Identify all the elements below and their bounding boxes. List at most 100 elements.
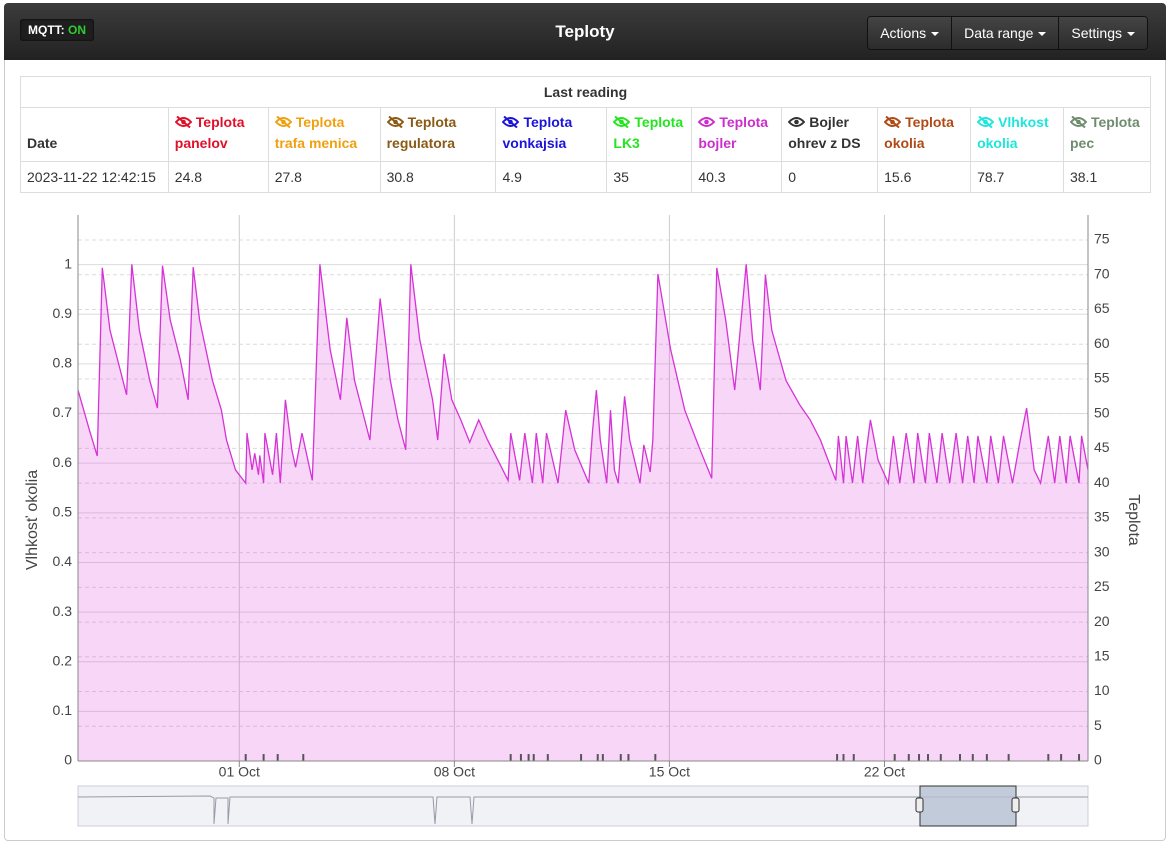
slash — [387, 115, 403, 129]
slash — [1071, 115, 1086, 129]
table-cell: 4.9 — [495, 161, 608, 193]
visibility-icon[interactable] — [174, 115, 193, 129]
visibility-icon[interactable] — [613, 115, 631, 129]
menu-button[interactable]: Data range — [951, 17, 1059, 49]
area — [78, 264, 1088, 761]
x-tick-label: 08 Oct — [434, 764, 475, 780]
visibility-icon[interactable] — [386, 115, 404, 129]
y-tick-label: 1 — [64, 255, 72, 271]
table-cell: 40.3 — [691, 161, 783, 193]
y2-tick-label: 0 — [1094, 752, 1102, 768]
navigator-window[interactable] — [919, 785, 1017, 827]
last-reading-table: Last reading Date Teplota panelov Teplota t… — [20, 76, 1152, 193]
column-name: Teplota regulatora — [386, 114, 457, 151]
navigator-handle[interactable] — [1011, 797, 1020, 813]
column-header: Teplota LK3 — [606, 107, 693, 162]
y-tick-label: 0.2 — [53, 652, 73, 668]
column-header: Teplota vonkajsia — [495, 107, 608, 162]
y2-tick-label: 65 — [1094, 300, 1110, 316]
menu-group: Actions Data range Settings — [867, 16, 1148, 50]
table-cell: 24.8 — [167, 161, 269, 193]
slash — [276, 115, 291, 129]
visibility-icon[interactable] — [697, 116, 716, 128]
column-header: Teplota bojler — [691, 107, 783, 162]
y2-tick-label: 30 — [1094, 543, 1110, 559]
column-name: Teplota panelov — [174, 114, 245, 151]
y-tick-label: 0.1 — [53, 702, 73, 718]
y2-tick-label: 70 — [1094, 265, 1110, 281]
navigator-handle[interactable] — [915, 797, 924, 813]
column-name: Teplota okolia — [884, 114, 954, 151]
navbar: MQTT: ON Teploty Actions Data range Settin… — [4, 3, 1166, 60]
line — [77, 264, 1089, 486]
column-name: Teplota pec — [1069, 114, 1140, 151]
navigator-line — [77, 795, 1088, 825]
slash — [885, 115, 900, 129]
column-name: Date — [27, 135, 58, 151]
status-label: MQTT: — [28, 23, 65, 37]
column-name: Teplota LK3 — [613, 114, 684, 151]
table-cell: 78.7 — [970, 161, 1064, 193]
visibility-icon[interactable] — [976, 115, 995, 129]
table-cell: 38.1 — [1062, 161, 1152, 193]
x-tick-label: 15 Oct — [649, 764, 690, 780]
app-title: Teploty — [555, 22, 615, 41]
y-tick-label: 0.5 — [53, 504, 73, 520]
status-value: ON — [68, 23, 86, 37]
y2-tick-label: 50 — [1094, 404, 1110, 420]
table-title: Last reading — [20, 76, 1151, 108]
y-tick-label: 0.8 — [53, 355, 73, 371]
y-tick-label: 0.3 — [53, 603, 73, 619]
column-header: Teplota trafa menica — [267, 107, 381, 162]
column-name: Teplota bojler — [698, 114, 769, 151]
table-cell: 35 — [606, 161, 693, 193]
column-header: Teplota pec — [1062, 107, 1152, 162]
table-cell: 15.6 — [877, 161, 972, 193]
column-header: Teplota regulatora — [379, 107, 497, 162]
y2-tick-label: 35 — [1094, 509, 1110, 525]
slash — [978, 115, 993, 129]
y2-tick-label: 25 — [1094, 578, 1110, 594]
column-name: Teplota vonkajsia — [502, 114, 573, 151]
column-header: Vlhkost okolia — [970, 107, 1064, 162]
visibility-icon[interactable] — [787, 116, 806, 128]
visibility-icon[interactable] — [883, 115, 902, 129]
y2-tick-label: 45 — [1094, 439, 1110, 455]
visibility-icon[interactable] — [1069, 115, 1088, 129]
column-header: Date — [20, 107, 169, 162]
slash — [503, 115, 519, 129]
x-tick-label: 01 Oct — [219, 764, 260, 780]
menu-button[interactable]: Actions — [868, 17, 952, 49]
column-header: Teplota panelov — [167, 107, 269, 162]
y2-axis-title: Teplota — [1125, 494, 1142, 546]
y-tick-label: 0 — [64, 752, 72, 768]
pupil — [704, 119, 710, 125]
y-tick-label: 0.9 — [53, 305, 73, 321]
y2-tick-label: 5 — [1094, 717, 1102, 733]
column-name: Bojler ohrev z DS — [788, 114, 861, 151]
column-name: Teplota trafa menica — [274, 114, 358, 151]
y-axis-title: Vlhkosť okolia — [24, 470, 41, 570]
table-cell: 30.8 — [379, 161, 497, 193]
visibility-icon[interactable] — [274, 115, 293, 129]
visibility-icon[interactable] — [502, 115, 520, 129]
pupil — [794, 119, 800, 125]
menu-button[interactable]: Settings — [1058, 17, 1147, 49]
table-cell: 27.8 — [267, 161, 381, 193]
x-tick-label: 22 Oct — [864, 764, 905, 780]
y2-tick-label: 15 — [1094, 648, 1110, 664]
slash — [176, 115, 191, 129]
y-tick-label: 0.4 — [53, 553, 73, 569]
column-header: Bojler ohrev z DS — [781, 107, 879, 162]
column-header: Teplota okolia — [877, 107, 972, 162]
table-row: 2023-11-22 12:42:15 24.8 27.8 30.8 4.9 35 40.3… — [20, 161, 1152, 193]
y2-tick-label: 55 — [1094, 370, 1110, 386]
slash — [614, 115, 630, 129]
y2-tick-label: 60 — [1094, 335, 1110, 351]
panel — [4, 60, 1166, 841]
table-cell: 0 — [781, 161, 879, 193]
eye — [787, 117, 806, 127]
y2-tick-label: 10 — [1094, 682, 1110, 698]
